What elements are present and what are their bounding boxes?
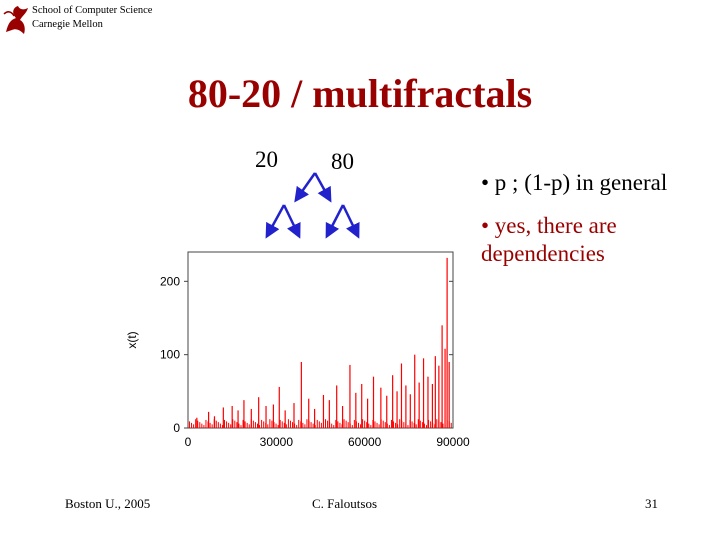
- y-axis-ticks: 0 100 200: [160, 274, 453, 435]
- arrow-left-left: [265, 204, 286, 239]
- plot-frame: [187, 251, 454, 429]
- page-number: 31: [645, 496, 658, 511]
- x-tick-label: 90000: [436, 435, 470, 449]
- y-tick-label: 100: [160, 348, 180, 362]
- arrow-top-left: [294, 172, 317, 203]
- bullet-dependencies-cont: dependencies: [481, 241, 605, 266]
- org-name: School of Computer Science: [32, 5, 153, 16]
- multifractal-plot: 0 100 200 0 30000 60000 90000 x(t): [125, 251, 470, 449]
- bullet-dependencies: • yes, there are: [481, 213, 617, 238]
- x-tick-label: 0: [185, 435, 192, 449]
- y-tick-label: 0: [173, 421, 180, 435]
- arrow-top-right: [313, 172, 332, 203]
- x-tick-label: 30000: [260, 435, 294, 449]
- footer-author: C. Faloutsos: [312, 496, 378, 511]
- bullet-general: • p ; (1-p) in general: [481, 170, 668, 195]
- slide-title: 80-20 / multifractals: [187, 71, 533, 116]
- y-tick-label: 200: [160, 274, 180, 288]
- y-axis-label: x(t): [125, 331, 139, 348]
- arrow-left-right: [282, 204, 301, 239]
- split-arrows-diagram: [265, 172, 360, 239]
- arrow-right-left: [325, 204, 345, 239]
- x-axis-ticks: 0 30000 60000 90000: [185, 435, 470, 449]
- footer-venue: Boston U., 2005: [65, 496, 151, 511]
- spike-series: [188, 257, 452, 428]
- arrow-right-right: [341, 204, 360, 239]
- split-label-80: 80: [331, 149, 354, 174]
- x-tick-label: 60000: [348, 435, 382, 449]
- griffin-logo-icon: [3, 6, 28, 34]
- split-label-20: 20: [255, 147, 278, 172]
- org-university: Carnegie Mellon: [32, 19, 103, 30]
